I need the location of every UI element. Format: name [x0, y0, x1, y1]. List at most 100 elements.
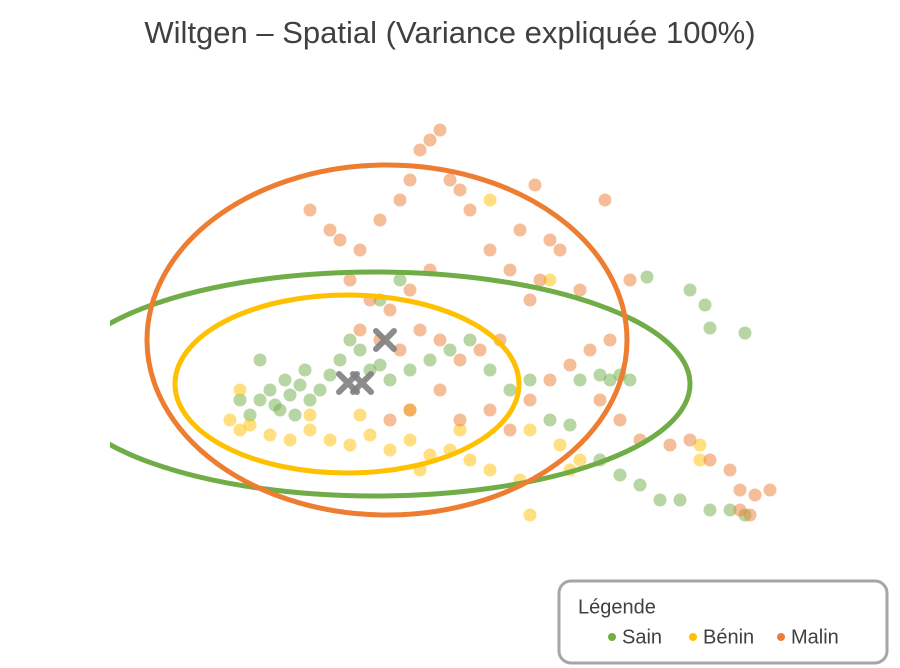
point: [693, 438, 707, 452]
point: [483, 463, 497, 477]
point: [373, 358, 387, 372]
point: [733, 503, 747, 517]
point: [543, 273, 557, 287]
point: [353, 323, 367, 337]
point: [243, 408, 257, 422]
point: [523, 423, 537, 437]
point: [403, 403, 417, 417]
point: [413, 143, 427, 157]
legend-title: Légende: [578, 596, 656, 618]
point: [383, 413, 397, 427]
point: [598, 193, 612, 207]
point: [403, 433, 417, 447]
point: [663, 438, 677, 452]
ellipse: [110, 269, 693, 499]
point: [583, 343, 597, 357]
point: [323, 368, 337, 382]
point: [298, 363, 312, 377]
point: [303, 423, 317, 437]
point: [373, 213, 387, 227]
point: [403, 283, 417, 297]
point: [603, 333, 617, 347]
point: [603, 373, 617, 387]
point: [453, 413, 467, 427]
point: [413, 323, 427, 337]
point: [623, 273, 637, 287]
point: [483, 403, 497, 417]
point: [303, 203, 317, 217]
point: [573, 453, 587, 467]
point: [393, 273, 407, 287]
point: [483, 193, 497, 207]
point: [693, 453, 707, 467]
point: [473, 343, 487, 357]
point: [303, 393, 317, 407]
point: [683, 433, 697, 447]
point: [528, 178, 542, 192]
point: [453, 423, 467, 437]
point: [288, 408, 302, 422]
point: [463, 453, 477, 467]
point: [243, 418, 257, 432]
point: [433, 333, 447, 347]
point: [383, 373, 397, 387]
point: [593, 393, 607, 407]
legend: Légende Sain Bénin Malin: [557, 579, 889, 665]
point: [613, 468, 627, 482]
point: [393, 193, 407, 207]
point: [268, 398, 282, 412]
point: [233, 423, 247, 437]
point: [463, 203, 477, 217]
centroid: [336, 371, 360, 395]
point: [453, 353, 467, 367]
point: [263, 428, 277, 442]
point: [733, 483, 747, 497]
point: [738, 326, 752, 340]
point: [353, 243, 367, 257]
centroid: [373, 328, 397, 352]
point: [383, 443, 397, 457]
point: [623, 373, 637, 387]
point: [703, 321, 717, 335]
point: [423, 448, 437, 462]
point: [523, 373, 537, 387]
point: [563, 358, 577, 372]
point: [683, 283, 697, 297]
point: [703, 503, 717, 517]
point: [253, 393, 267, 407]
point: [593, 368, 607, 382]
point: [333, 353, 347, 367]
legend-box: [557, 579, 889, 665]
point: [483, 363, 497, 377]
point: [523, 393, 537, 407]
point: [393, 343, 407, 357]
point: [748, 488, 762, 502]
point: [283, 388, 297, 402]
point: [363, 428, 377, 442]
point: [353, 343, 367, 357]
point: [263, 383, 277, 397]
point: [423, 353, 437, 367]
point: [233, 393, 247, 407]
point: [483, 243, 497, 257]
point: [343, 333, 357, 347]
point: [553, 438, 567, 452]
point: [633, 478, 647, 492]
point: [433, 383, 447, 397]
ellipse: [144, 162, 630, 518]
point: [303, 408, 317, 422]
legend-label: Bénin: [703, 626, 754, 648]
point: [653, 493, 667, 507]
point: [573, 373, 587, 387]
point: [333, 233, 347, 247]
point: [323, 223, 337, 237]
point: [313, 383, 327, 397]
point: [503, 383, 517, 397]
point: [443, 343, 457, 357]
plot-area: [110, 123, 777, 522]
point: [763, 483, 777, 497]
chart-title: Wiltgen – Spatial (Variance expliquée 10…: [144, 15, 755, 50]
point: [223, 413, 237, 427]
point: [283, 433, 297, 447]
